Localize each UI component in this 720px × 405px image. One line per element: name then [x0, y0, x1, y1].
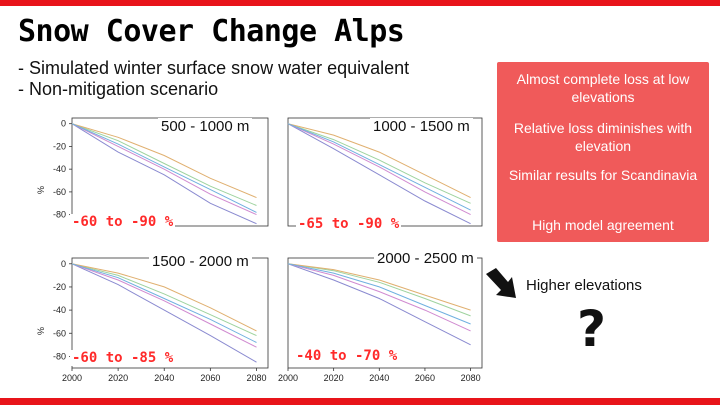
y-tick-label: -20	[53, 141, 66, 151]
series-line	[287, 263, 471, 325]
finding-item: Almost complete loss at low elevations	[516, 71, 690, 105]
chart-500-1000: 0 -20 -40 -60 -80%	[36, 110, 271, 235]
finding-item: Similar results for Scandinavia	[508, 167, 698, 183]
x-tick-label: 2020	[108, 373, 128, 383]
series-line	[287, 123, 471, 211]
series-line	[287, 123, 471, 199]
series-line	[71, 123, 257, 225]
series-line	[287, 263, 471, 332]
finding-item: High model agreement	[532, 217, 674, 233]
series-line	[287, 263, 471, 346]
x-tick-label: 2020	[324, 373, 344, 383]
chart-1500-2000: 0 -20 -40 -60 -80% 2000 2020 2040 2060 2080	[36, 250, 271, 390]
x-tick-label: 2060	[200, 373, 220, 383]
y-tick-label: -20	[53, 282, 66, 292]
range-label: -60 to -85 %	[70, 350, 176, 366]
y-tick-label: -40	[53, 305, 66, 315]
y-axis-label: %	[36, 186, 46, 194]
series-line	[71, 123, 257, 216]
chart-1000-1500	[270, 110, 495, 235]
x-tick-label: 2060	[415, 373, 435, 383]
y-tick-label: -60	[53, 187, 66, 197]
chart-1000-1500-svg	[287, 117, 483, 227]
series-line	[71, 123, 257, 199]
y-tick-label: -60	[53, 328, 66, 338]
range-label: -65 to -90 %	[296, 216, 402, 232]
range-label: -60 to -90 %	[70, 214, 176, 230]
x-tick-label: 2000	[278, 373, 298, 383]
series-line	[71, 263, 257, 332]
subtitle-line-1: - Simulated winter surface snow water eq…	[18, 58, 410, 78]
x-tick-label: 2080	[246, 373, 266, 383]
series-line	[287, 123, 471, 216]
series-line	[71, 263, 257, 363]
series-line	[287, 123, 471, 204]
y-tick-label: -40	[53, 164, 66, 174]
y-tick-label: -80	[53, 351, 66, 361]
series-line	[71, 123, 257, 213]
x-tick-label: 2040	[369, 373, 389, 383]
elevation-label: 2000 - 2500 m	[374, 250, 477, 267]
x-tick-label: 2040	[154, 373, 174, 383]
bottom-accent-bar	[0, 398, 720, 405]
range-label: -40 to -70 %	[294, 348, 400, 364]
elevation-label: 1000 - 1500 m	[370, 118, 473, 135]
arrow-down-right-icon	[486, 268, 516, 298]
y-tick-label: -80	[53, 210, 66, 220]
series-line	[71, 123, 257, 206]
question-mark: ?	[577, 300, 607, 358]
finding-item: Relative loss diminishes with elevation	[513, 120, 693, 154]
y-tick-label: 0	[61, 119, 66, 129]
series-line	[71, 263, 257, 343]
series-line	[287, 263, 471, 317]
series-line	[71, 263, 257, 348]
chart-1500-2000-svg: 0 -20 -40 -60 -80% 2000 2020 2040 2060 2080	[36, 257, 269, 383]
slide-subtitle: - Simulated winter surface snow water eq…	[18, 58, 409, 100]
slide-title: Snow Cover Change Alps	[18, 14, 405, 49]
chart-2000-2500-svg: 2000 2020 2040 2060 2080	[278, 257, 483, 383]
subtitle-line-2: - Non-mitigation scenario	[18, 79, 219, 99]
y-tick-label: 0	[61, 259, 66, 269]
series-line	[287, 263, 471, 311]
findings-panel: Almost complete loss at low elevations R…	[497, 62, 709, 242]
x-tick-label: 2080	[461, 373, 481, 383]
higher-elevations-label: Higher elevations	[526, 277, 642, 294]
plot-frame	[287, 117, 483, 227]
elevation-label: 500 - 1000 m	[158, 118, 253, 135]
chart-500-1000-svg: 0 -20 -40 -60 -80%	[36, 117, 269, 227]
series-line	[287, 123, 471, 225]
y-axis-label: %	[36, 327, 46, 335]
elevation-label: 1500 - 2000 m	[149, 253, 252, 270]
top-accent-bar	[0, 0, 720, 6]
series-line	[71, 263, 257, 337]
chart-2000-2500: 2000 2020 2040 2060 2080	[270, 250, 495, 390]
x-tick-label: 2000	[62, 373, 82, 383]
